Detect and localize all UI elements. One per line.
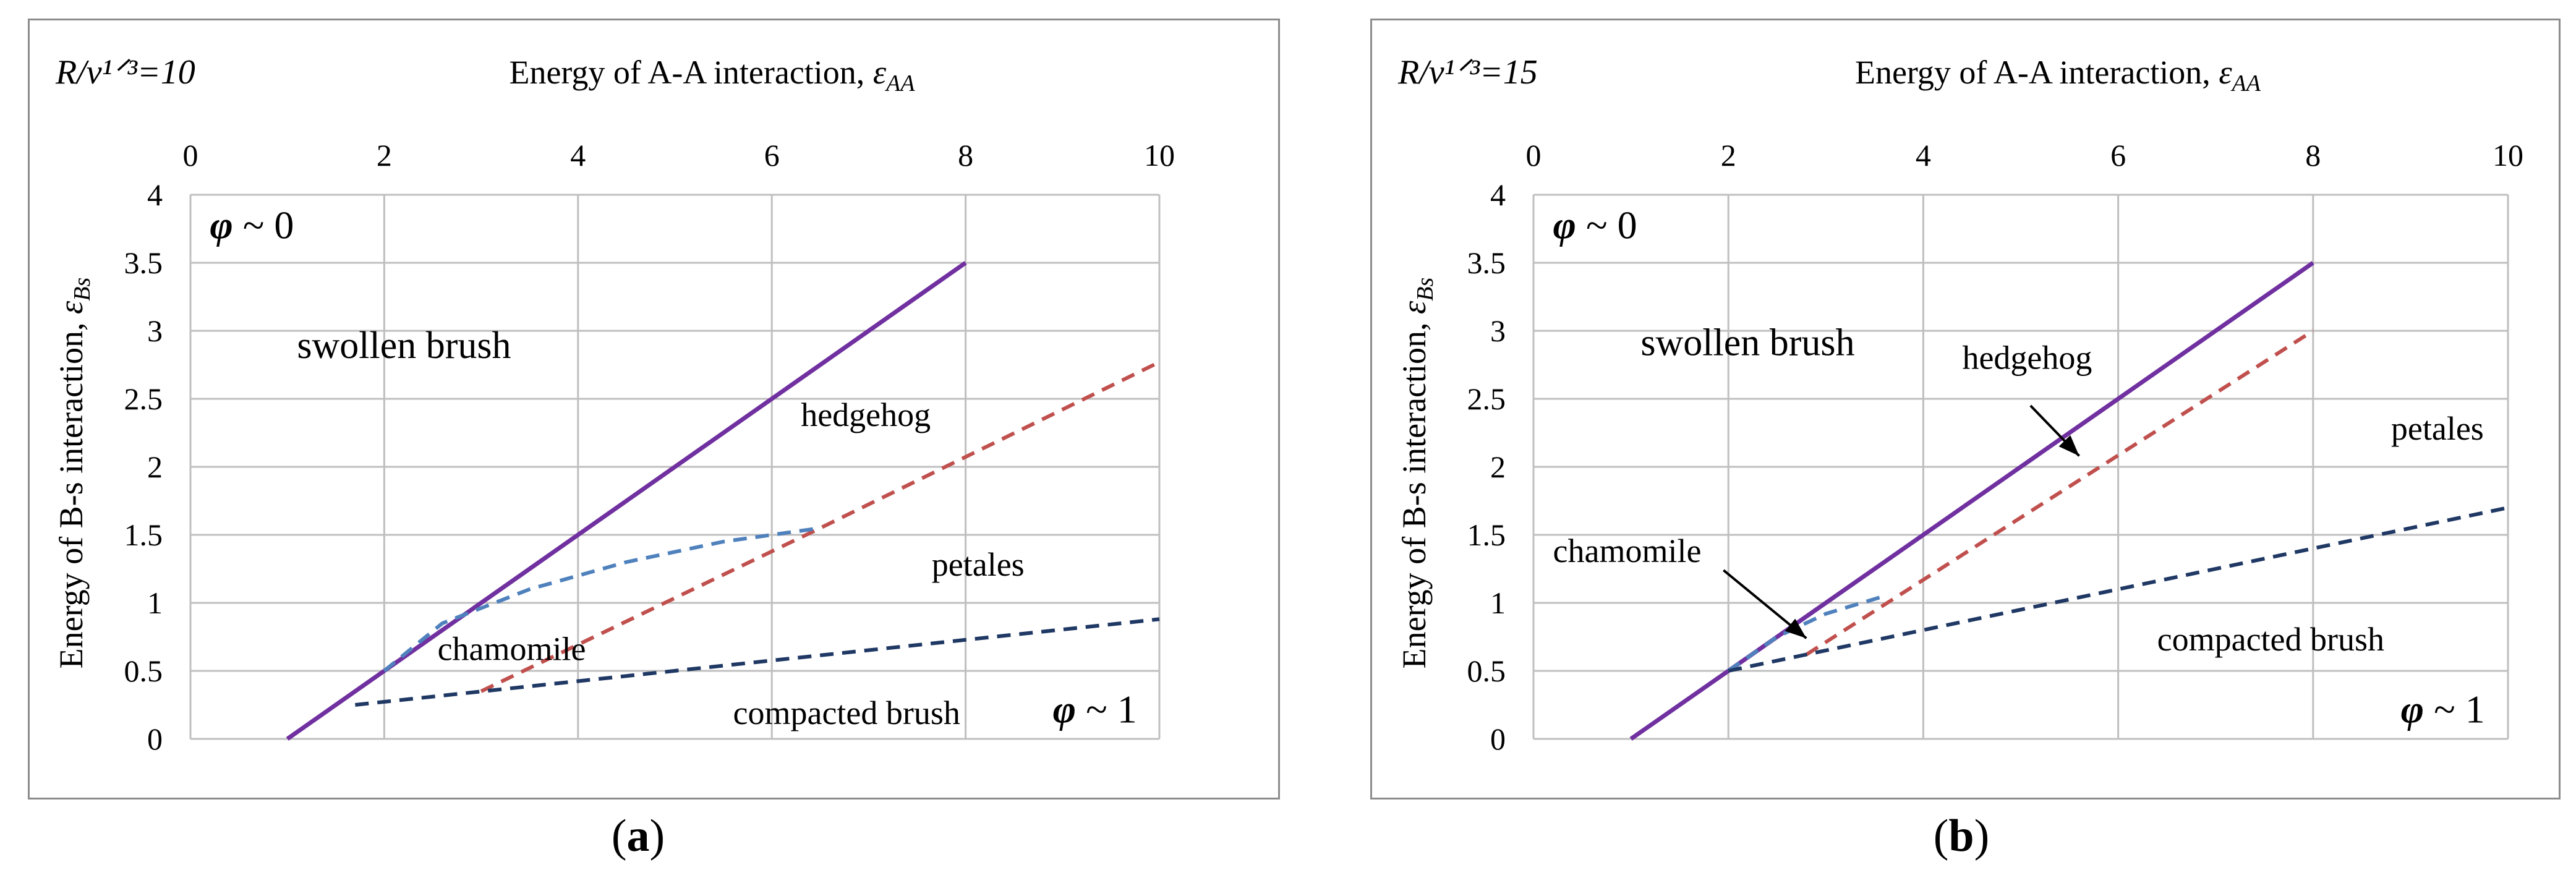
annotation-label: φ ~ 1 [2401,688,2485,731]
series-line-1 [480,360,1161,693]
annotation-arrow-head [1785,618,1807,639]
series-line-3 [355,617,1160,707]
series-line-1 [1805,329,2314,657]
y-tick-label: 0 [1490,722,1506,756]
annotation-arrow-head [2058,435,2079,456]
x-tick-label: 10 [2493,138,2523,173]
x-tick-label: 4 [1916,138,1931,173]
x-tick-label: 4 [570,138,586,173]
series-line-2 [1727,594,1885,673]
y-tick-label: 0.5 [124,654,163,688]
panel-b-caption: (b) [1933,811,1990,861]
x-axis-title: Energy of A-A interaction, εAA [509,54,915,96]
annotation-label: hedgehog [801,396,931,433]
x-tick-label: 10 [1144,138,1175,173]
y-tick-label: 3.5 [124,245,163,280]
y-tick-label: 2 [147,450,163,484]
panel-a-chart: 0 2 4 6 8 10 0 0.5 1 1.5 2 2.5 3 3.5 4 R/v¹ᐟ³=10 Energy … [53,53,1175,756]
y-tick-label: 0 [147,722,163,756]
x-tick-label: 6 [764,138,780,173]
panel-b-chart: 0 2 4 6 8 10 0 0.5 1 1.5 2 2.5 3 3.5 4 R/v¹ᐟ³=15 Energy … [1396,53,2523,756]
annotation-label: swollen brush [297,325,511,367]
annotation-label: φ ~ 1 [1053,688,1137,731]
annotation-label: petales [2391,410,2484,447]
y-tick-label: 1 [147,586,163,620]
y-axis-title: Energy of B-s interaction, εBs [53,278,95,669]
y-tick-label: 3 [147,313,163,348]
y-tick-label: 1.5 [1467,518,1506,552]
y-tick-label: 3 [1490,313,1506,348]
y-tick-label: 2.5 [1467,382,1506,416]
y-tick-label: 1 [1490,586,1506,620]
series-line-2 [383,526,821,673]
series-line-0 [286,261,967,741]
y-tick-label: 2 [1490,450,1506,484]
annotation-label: compacted brush [733,694,960,731]
y-tick-label: 0.5 [1467,654,1506,688]
x-tick-label: 6 [2110,138,2126,173]
x-tick-label: 2 [1721,138,1736,173]
x-tick-label: 0 [1526,138,1542,173]
y-tick-label: 2.5 [124,382,163,416]
x-tick-label: 8 [2305,138,2321,173]
annotation-label: swollen brush [1640,322,1854,364]
ratio-label: R/v¹ᐟ³=10 [55,53,195,92]
annotation-label: compacted brush [2157,621,2384,658]
annotation-label: φ ~ 0 [210,203,294,247]
y-tick-label: 3.5 [1467,245,1506,280]
panel-b-frame [1370,19,2561,799]
annotation-label: φ ~ 0 [1553,203,1637,247]
y-tick-label: 1.5 [124,518,163,552]
x-tick-label: 8 [958,138,973,173]
series-line-0 [1629,261,2314,741]
x-tick-label: 0 [183,138,198,173]
annotation-label: petales [932,546,1025,583]
panel-a-caption: (a) [611,811,665,861]
panel-a-frame [28,19,1280,799]
annotation-label: chamomile [1553,532,1702,569]
y-axis-title: Energy of B-s interaction, εBs [1396,278,1438,669]
annotation-label: hedgehog [1962,339,2092,377]
x-tick-label: 2 [377,138,392,173]
ratio-label: R/v¹ᐟ³=15 [1397,53,1538,92]
annotation-label: chamomile [438,630,586,667]
y-tick-label: 4 [147,177,163,212]
y-tick-label: 4 [1490,177,1506,212]
x-axis-title: Energy of A-A interaction, εAA [1855,54,2261,96]
